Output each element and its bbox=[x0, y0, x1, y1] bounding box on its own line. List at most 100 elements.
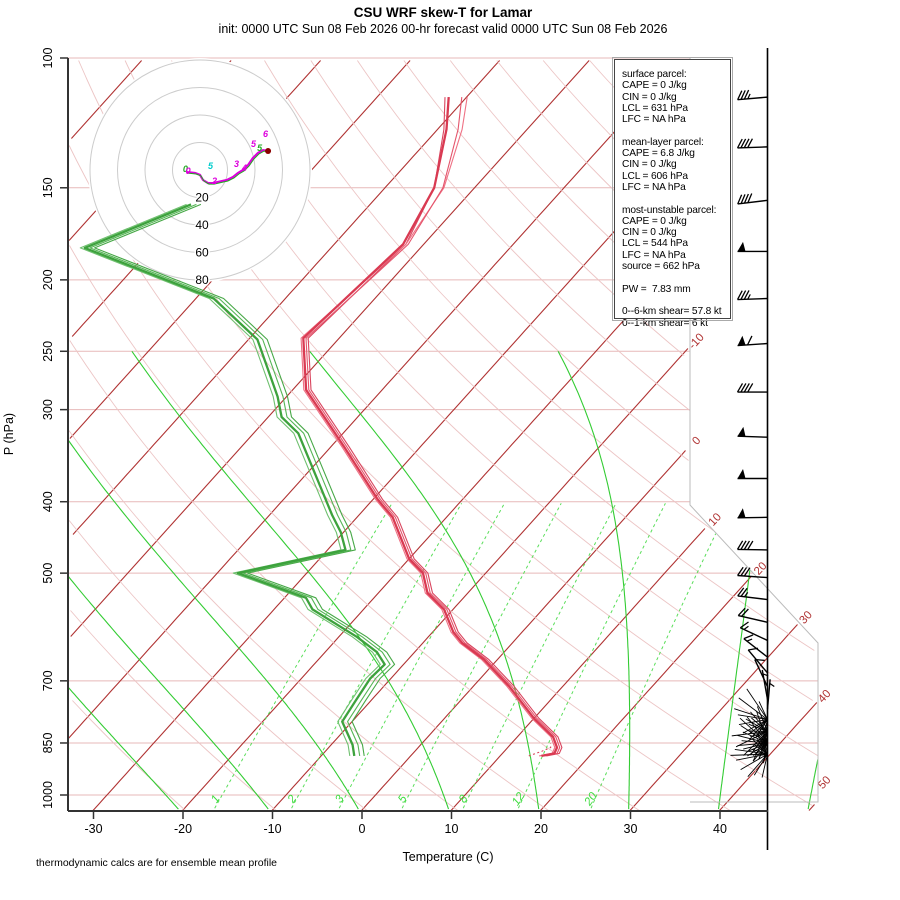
hodograph-ring bbox=[144, 114, 256, 226]
wind-barb-half bbox=[743, 591, 749, 598]
moist-adiabat-line bbox=[309, 350, 540, 810]
wind-barb-shaft bbox=[737, 297, 768, 301]
wind-barb-full bbox=[736, 290, 743, 300]
wind-barb-full bbox=[754, 658, 765, 662]
wind-barb-full bbox=[743, 193, 749, 204]
pressure-tick-label: 500 bbox=[41, 563, 55, 584]
hodograph-height-label: 3 bbox=[234, 159, 239, 169]
wind-barb-shaft bbox=[737, 548, 768, 551]
hodograph-ring-label: 40 bbox=[195, 218, 209, 232]
wind-barb bbox=[737, 89, 768, 101]
pressure-tick-label: 150 bbox=[41, 177, 55, 198]
dewpoint-curve bbox=[79, 203, 381, 756]
moist-adiabat-line bbox=[67, 575, 269, 810]
info-line: 0--1-km shear= 6 kt bbox=[622, 317, 708, 329]
pressure-tick-label: 250 bbox=[41, 341, 55, 362]
wind-barb-full bbox=[743, 540, 751, 550]
wind-barb-cluster-line bbox=[756, 706, 768, 732]
wind-barbs bbox=[730, 48, 775, 850]
isotherm-line bbox=[72, 60, 501, 535]
wind-barb-shaft bbox=[754, 659, 769, 688]
wind-barb bbox=[736, 290, 768, 301]
wind-barb-full bbox=[737, 607, 746, 616]
wind-barb-cluster-line bbox=[759, 728, 768, 744]
dry-adiabat-line bbox=[69, 340, 549, 811]
wind-barb-shaft bbox=[740, 627, 768, 642]
info-line: surface parcel: bbox=[622, 69, 687, 80]
wind-barb-full bbox=[743, 634, 754, 640]
wind-barb-shaft bbox=[743, 638, 768, 658]
isotherm-edge-label: 0 bbox=[690, 435, 703, 448]
wind-barb-full bbox=[740, 90, 746, 100]
wind-barb-cluster-line bbox=[746, 688, 768, 720]
info-line: mean-layer parcel: bbox=[622, 136, 704, 148]
wind-barb bbox=[736, 540, 768, 551]
wind-barb-cluster-line bbox=[756, 710, 768, 744]
temperature-tick-label: -30 bbox=[84, 822, 102, 836]
hodograph-ring bbox=[117, 87, 283, 253]
wind-barb-full bbox=[741, 608, 749, 617]
isotherm-line bbox=[361, 450, 686, 811]
info-line: LCL = 606 hPa bbox=[622, 170, 688, 182]
wind-barb-pennant bbox=[737, 426, 746, 437]
mixing-ratio-line bbox=[291, 503, 463, 809]
wind-barb bbox=[754, 658, 769, 688]
dry-adiabat-line bbox=[72, 700, 186, 811]
temperature-curve bbox=[307, 97, 563, 757]
pressure-tick-label: 300 bbox=[41, 399, 55, 420]
isotherm-line bbox=[540, 576, 752, 811]
mixing-ratio-label: 20 bbox=[582, 790, 600, 809]
wind-barb-cluster-line bbox=[736, 753, 768, 761]
wind-barb-cluster-line bbox=[747, 742, 768, 757]
isotherm-edge-label: 50 bbox=[816, 774, 834, 792]
isotherm-line bbox=[92, 150, 688, 811]
mixing-ratio-line bbox=[338, 503, 505, 809]
wind-barb-half bbox=[743, 625, 749, 630]
wind-barb bbox=[747, 647, 769, 674]
wind-barb-shaft bbox=[737, 199, 768, 205]
wind-barb-cluster-line bbox=[751, 717, 768, 732]
hodograph-ring-label: 20 bbox=[195, 191, 209, 205]
isotherm-line bbox=[450, 528, 706, 811]
isotherm-line bbox=[70, 60, 143, 139]
wind-barb-shaft bbox=[761, 669, 769, 700]
info-line: LCL = 544 hPa bbox=[622, 238, 688, 250]
info-line: CIN = 0 J/kg bbox=[622, 159, 677, 171]
dry-adiabat-line bbox=[264, 60, 714, 531]
wind-barb-full bbox=[739, 621, 749, 629]
wind-barb bbox=[736, 383, 768, 393]
hodograph-height-label: 2 bbox=[211, 176, 217, 186]
isotherm-edge-label: 40 bbox=[816, 688, 834, 706]
info-line: LFC = NA hPa bbox=[622, 249, 686, 261]
pressure-tick-label: 1000 bbox=[41, 781, 55, 809]
wind-barb-cluster-line bbox=[739, 717, 768, 744]
wind-barb-full bbox=[740, 587, 748, 597]
wind-barb-full bbox=[740, 194, 746, 204]
pressure-tick-label: 850 bbox=[41, 733, 55, 754]
wind-barb-full bbox=[748, 647, 759, 651]
info-line: CAPE = 6.8 J/kg bbox=[622, 148, 695, 160]
wind-barb-cluster-line bbox=[730, 753, 768, 756]
wind-barb-full bbox=[740, 383, 747, 393]
temperature-tick-label: 30 bbox=[624, 822, 638, 836]
wind-barb-cluster-line bbox=[758, 701, 768, 720]
wind-barb-pennant bbox=[737, 468, 746, 479]
wind-barb-cluster bbox=[730, 733, 768, 778]
wind-barb-cluster-line bbox=[740, 753, 768, 770]
wind-barb bbox=[737, 193, 768, 205]
wind-barb-cluster-line bbox=[750, 731, 768, 738]
wind-barb-full bbox=[747, 383, 754, 393]
mixing-ratio-line bbox=[214, 503, 393, 809]
page-subtitle: init: 0000 UTC Sun 08 Feb 2026 00-hr for… bbox=[219, 22, 668, 36]
temperature-curve bbox=[302, 97, 559, 758]
dewpoint-curve bbox=[94, 203, 396, 756]
mixing-ratio-line bbox=[590, 533, 717, 809]
wind-barb-full bbox=[737, 194, 743, 205]
dry-adiabat-line bbox=[310, 60, 689, 461]
wind-barb-full bbox=[736, 138, 743, 149]
isotherm-line bbox=[271, 348, 689, 811]
pressure-tick-label: 700 bbox=[41, 670, 55, 691]
